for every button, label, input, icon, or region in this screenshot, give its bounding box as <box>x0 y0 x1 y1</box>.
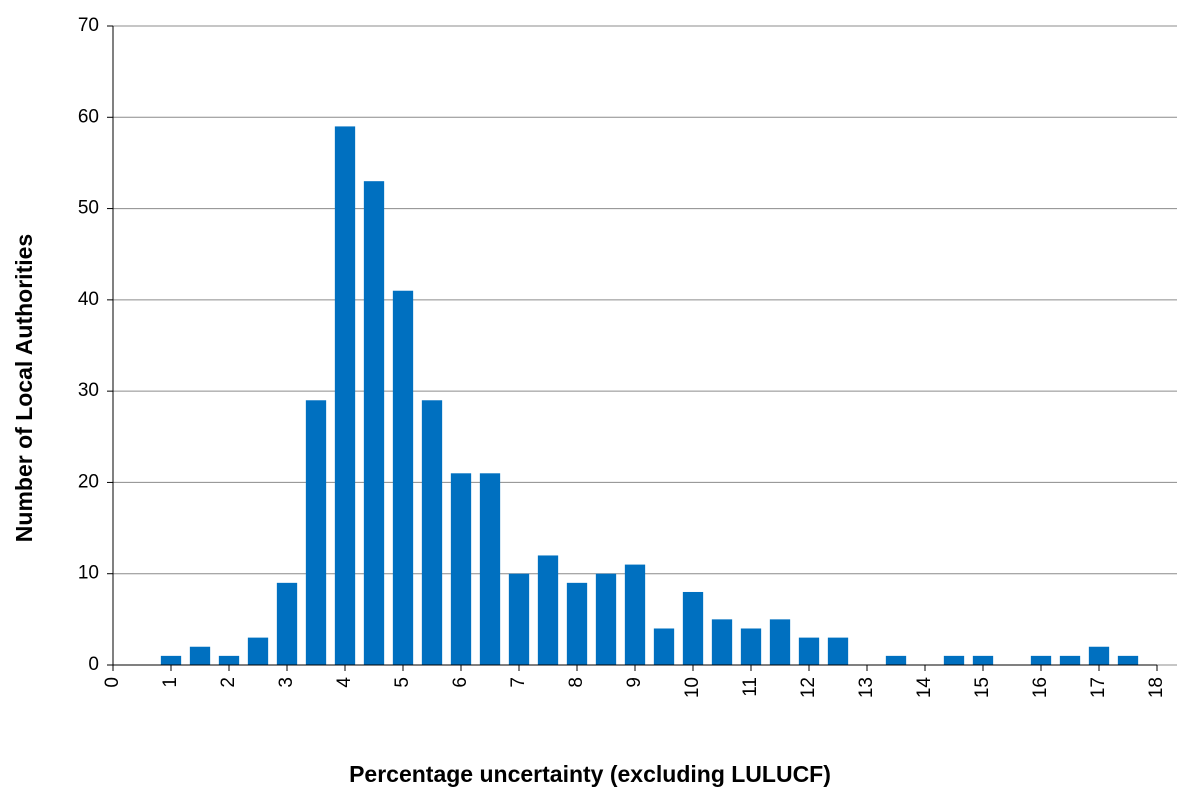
x-tick-label: 10 <box>682 677 703 698</box>
bar <box>421 400 443 665</box>
x-tick-label: 8 <box>566 677 587 688</box>
y-axis-title: Number of Local Authorities <box>11 234 37 542</box>
x-tick-label: 4 <box>334 677 355 688</box>
bar <box>537 555 559 665</box>
bar <box>653 628 675 665</box>
y-tick-label: 50 <box>78 198 99 219</box>
y-tick-label: 0 <box>88 654 99 675</box>
y-tick-label: 60 <box>78 106 99 127</box>
x-tick-label: 7 <box>508 677 529 688</box>
bar <box>798 637 820 665</box>
bar <box>276 582 298 665</box>
bar <box>392 290 414 665</box>
y-tick-label: 70 <box>78 15 99 36</box>
bar <box>740 628 762 665</box>
y-tick-label: 30 <box>78 380 99 401</box>
bar <box>595 573 617 665</box>
x-tick-label: 2 <box>218 677 239 688</box>
x-tick-label: 14 <box>914 677 935 699</box>
bar <box>943 655 965 665</box>
x-tick-label: 15 <box>972 677 993 698</box>
x-tick-label: 16 <box>1030 677 1051 698</box>
x-tick-label: 18 <box>1146 677 1167 698</box>
bar <box>305 400 327 665</box>
x-tick-label: 3 <box>276 677 297 688</box>
y-tick-label: 10 <box>78 563 99 584</box>
bar <box>827 637 849 665</box>
bar <box>189 646 211 665</box>
x-tick-label: 0 <box>102 677 123 688</box>
bar <box>1030 655 1052 665</box>
bar <box>566 582 588 665</box>
bar <box>711 619 733 665</box>
y-tick-label: 20 <box>78 471 99 492</box>
x-tick-label: 12 <box>798 677 819 698</box>
x-tick-label: 1 <box>160 677 181 688</box>
x-tick-label: 13 <box>856 677 877 698</box>
x-tick-label: 17 <box>1088 677 1109 698</box>
bar <box>450 473 472 665</box>
bar <box>247 637 269 665</box>
bar <box>1059 655 1081 665</box>
bar <box>624 564 646 665</box>
bar <box>682 591 704 665</box>
bar <box>769 619 791 665</box>
bar <box>218 655 240 665</box>
bar <box>885 655 907 665</box>
bar <box>479 473 501 665</box>
x-tick-label: 5 <box>392 677 413 688</box>
x-tick-label: 9 <box>624 677 645 688</box>
x-axis-title: Percentage uncertainty (excluding LULUCF… <box>349 761 831 787</box>
bar <box>334 126 356 665</box>
x-tick-label: 11 <box>740 677 761 697</box>
bar <box>363 181 385 665</box>
x-tick-label: 6 <box>450 677 471 688</box>
bar <box>1117 655 1139 665</box>
y-tick-label: 40 <box>78 289 99 310</box>
bar <box>972 655 994 665</box>
bar <box>1088 646 1110 665</box>
bar <box>160 655 182 665</box>
bar <box>508 573 530 665</box>
